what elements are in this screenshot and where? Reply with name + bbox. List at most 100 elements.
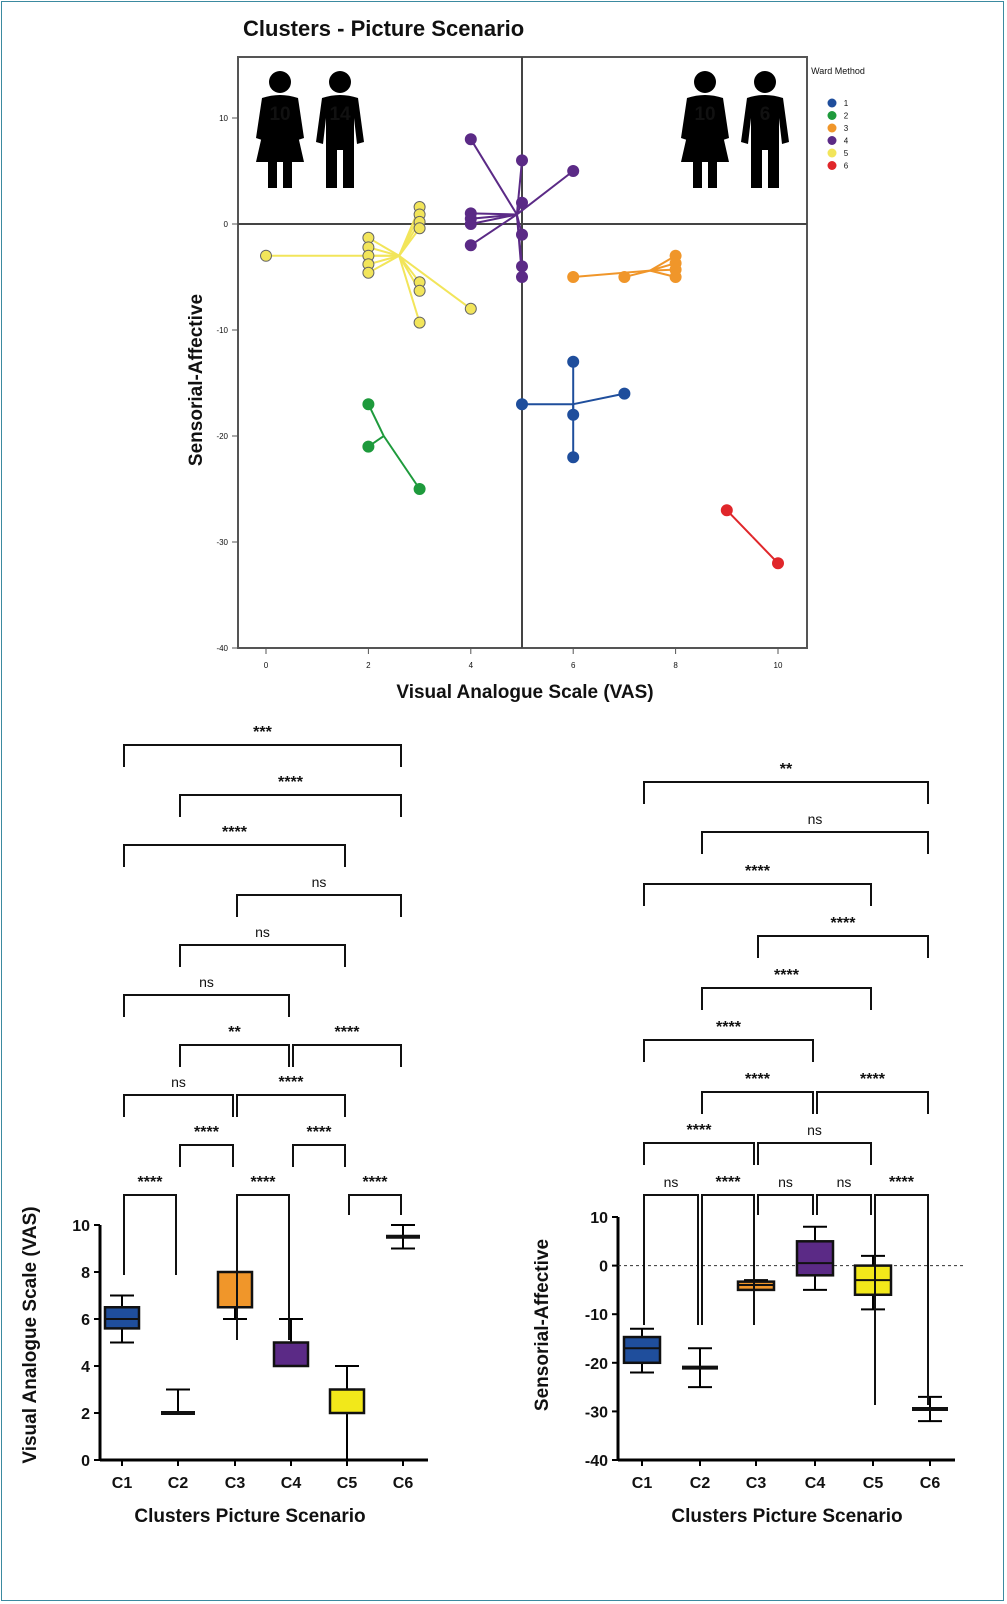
x-tick-label: C5 xyxy=(863,1475,884,1492)
cluster-4-point xyxy=(516,196,528,209)
person-count: 10 xyxy=(694,104,715,125)
box1-y-label: Visual Analogue Scale (VAS) xyxy=(20,1206,41,1463)
x-tick-label: 0 xyxy=(264,661,269,670)
legend-label-1: 1 xyxy=(844,99,849,108)
x-tick-label: C6 xyxy=(920,1475,941,1492)
comparison-bracket xyxy=(123,1094,234,1117)
legend-label-6: 6 xyxy=(844,162,849,171)
cluster-4-point xyxy=(516,260,528,273)
comparison-bracket xyxy=(292,1144,346,1167)
cluster-3-link xyxy=(573,269,651,278)
head xyxy=(269,71,291,93)
head xyxy=(694,71,716,93)
comparison-bracket xyxy=(179,944,346,967)
comparison-bracket xyxy=(643,781,929,804)
box2-x-label: Clusters Picture Scenario xyxy=(671,1506,902,1527)
male-icon: 6 xyxy=(741,71,789,188)
legend-marker-3 xyxy=(827,123,837,133)
cluster-5-point xyxy=(413,316,426,329)
comparison-bracket xyxy=(236,1194,290,1340)
cluster-4-link xyxy=(470,213,518,247)
x-tick-label: 8 xyxy=(673,661,678,670)
male-icon: 14 xyxy=(316,71,364,188)
y-tick-label: 10 xyxy=(590,1210,608,1227)
cluster-4-point xyxy=(464,218,477,230)
box-C4 xyxy=(272,1341,310,1368)
x-tick-label: C4 xyxy=(281,1475,302,1492)
comparison-bracket xyxy=(643,1194,699,1325)
cluster-1-link xyxy=(572,392,625,406)
female-icon: 10 xyxy=(256,71,304,188)
y-tick-label: -10 xyxy=(585,1307,608,1324)
cluster-2-point xyxy=(362,398,375,411)
comparison-label: **** xyxy=(335,1024,361,1041)
cluster-2-point xyxy=(362,440,375,453)
cluster-4-point xyxy=(516,228,528,241)
comparison-label: **** xyxy=(745,1071,771,1088)
cluster-5-point xyxy=(413,284,426,297)
cluster-4-link xyxy=(470,213,518,225)
cluster-1-point xyxy=(567,408,580,421)
comparison-label: ns xyxy=(255,924,270,940)
cluster-4-point xyxy=(464,133,477,146)
comparison-label: **** xyxy=(745,863,771,880)
y-tick-label: -40 xyxy=(216,644,228,653)
comparison-bracket xyxy=(643,883,872,906)
legend-marker-6 xyxy=(827,161,837,170)
comparison-label: **** xyxy=(307,1124,333,1141)
legend-marker-1 xyxy=(827,98,837,108)
comparison-bracket xyxy=(643,1039,814,1062)
comparison-label: ns xyxy=(837,1174,852,1190)
x-tick-label: 2 xyxy=(366,661,371,670)
comparison-label: **** xyxy=(251,1174,277,1191)
scatter-y-label: Sensorial-Affective xyxy=(186,294,207,466)
cluster-1-point xyxy=(567,355,580,368)
comparison-bracket xyxy=(757,1194,814,1215)
cluster-1-point xyxy=(516,398,528,411)
comparison-bracket xyxy=(179,794,402,817)
comparison-bracket xyxy=(816,1091,929,1114)
y-tick-label: 10 xyxy=(219,114,228,123)
comparison-bracket xyxy=(701,987,872,1010)
comparison-label: **** xyxy=(687,1122,713,1139)
x-tick-label: C3 xyxy=(746,1475,767,1492)
comparison-bracket xyxy=(701,1091,814,1114)
x-tick-label: C5 xyxy=(337,1475,358,1492)
comparison-label: ns xyxy=(312,874,327,890)
body xyxy=(316,95,364,188)
cluster-3-point xyxy=(669,271,682,283)
comparison-label: **** xyxy=(831,915,857,932)
person-count: 14 xyxy=(329,104,351,125)
comparison-label: **** xyxy=(860,1071,886,1088)
cluster-4-link xyxy=(516,170,574,216)
cluster-4-point xyxy=(516,271,528,283)
box1-x-label: Clusters Picture Scenario xyxy=(134,1506,365,1527)
comparison-label: **** xyxy=(716,1174,742,1191)
cluster-5-link xyxy=(398,255,421,323)
comparison-label: **** xyxy=(278,774,304,791)
legend-label-4: 4 xyxy=(844,137,849,146)
comparison-label: **** xyxy=(222,824,248,841)
box2-y-label: Sensorial-Affective xyxy=(532,1239,553,1411)
comparison-label: ** xyxy=(228,1024,241,1041)
comparison-label: **** xyxy=(774,967,800,984)
comparison-bracket xyxy=(816,1194,872,1215)
comparison-label: ns xyxy=(807,1122,822,1138)
body xyxy=(741,95,789,188)
cluster-3-point xyxy=(618,271,631,283)
legend-label-3: 3 xyxy=(844,124,849,133)
cluster-4-point xyxy=(464,239,477,252)
comparison-bracket xyxy=(757,935,929,958)
cluster-6-point xyxy=(720,504,733,517)
head xyxy=(754,71,776,93)
comparison-label: **** xyxy=(889,1174,915,1191)
comparison-label: **** xyxy=(138,1174,164,1191)
comparison-label: **** xyxy=(716,1019,742,1036)
cluster-1-point xyxy=(618,387,631,400)
comparison-bracket xyxy=(123,1194,177,1275)
cluster-5-point xyxy=(413,222,426,235)
y-tick-label: -20 xyxy=(216,432,228,441)
comparison-bracket xyxy=(701,831,929,854)
comparison-bracket xyxy=(236,894,402,917)
